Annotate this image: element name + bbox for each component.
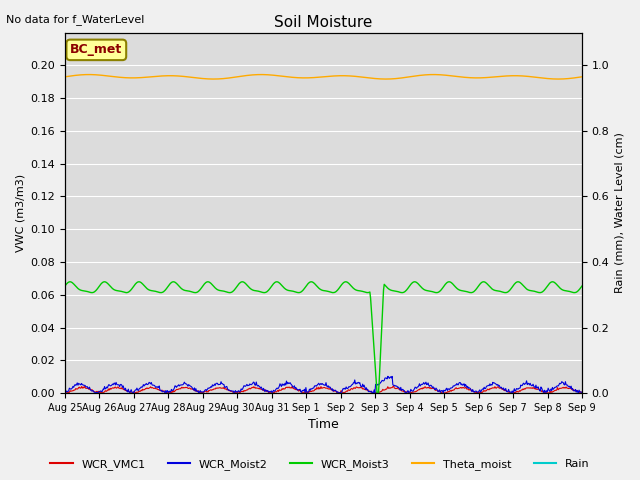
Text: No data for f_WaterLevel: No data for f_WaterLevel bbox=[6, 14, 145, 25]
X-axis label: Time: Time bbox=[308, 419, 339, 432]
Y-axis label: VWC (m3/m3): VWC (m3/m3) bbox=[15, 174, 25, 252]
Title: Soil Moisture: Soil Moisture bbox=[275, 15, 372, 30]
Text: BC_met: BC_met bbox=[70, 43, 122, 56]
Y-axis label: Rain (mm), Water Level (cm): Rain (mm), Water Level (cm) bbox=[615, 132, 625, 293]
Legend: WCR_VMC1, WCR_Moist2, WCR_Moist3, Theta_moist, Rain: WCR_VMC1, WCR_Moist2, WCR_Moist3, Theta_… bbox=[46, 455, 594, 474]
